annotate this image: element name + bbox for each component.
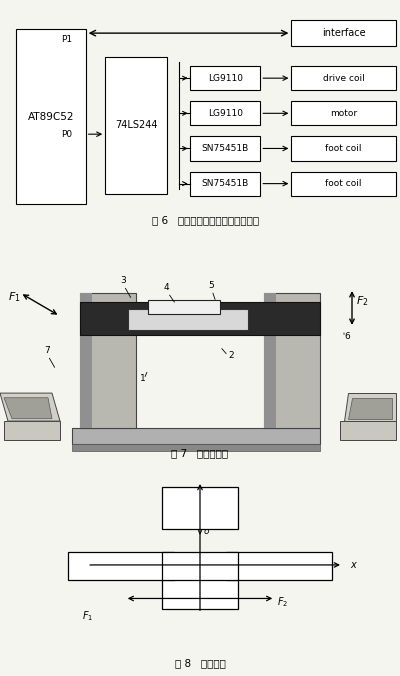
Text: x: x bbox=[350, 560, 356, 570]
Bar bbox=[264, 293, 320, 428]
Bar bbox=[162, 567, 238, 609]
Text: 1: 1 bbox=[140, 375, 146, 383]
Bar bbox=[190, 172, 260, 196]
Text: motor: motor bbox=[330, 109, 357, 118]
Text: 图 8   坐标示意: 图 8 坐标示意 bbox=[174, 658, 226, 669]
Polygon shape bbox=[0, 393, 60, 421]
Polygon shape bbox=[344, 393, 396, 421]
Bar bbox=[4, 421, 60, 440]
Bar bbox=[72, 444, 320, 452]
Polygon shape bbox=[348, 397, 392, 418]
Bar bbox=[80, 293, 136, 428]
Bar bbox=[80, 293, 92, 428]
Text: LG9110: LG9110 bbox=[208, 74, 243, 82]
Text: 图 6   产生驱动控制信号的系统框图: 图 6 产生驱动控制信号的系统框图 bbox=[152, 215, 260, 225]
Text: 图 7   测力计装置: 图 7 测力计装置 bbox=[172, 448, 228, 458]
Text: 6: 6 bbox=[344, 333, 350, 341]
Bar bbox=[291, 137, 396, 160]
Text: SN75451B: SN75451B bbox=[202, 179, 249, 188]
Text: o: o bbox=[204, 527, 209, 536]
Text: $F_2$: $F_2$ bbox=[277, 595, 288, 608]
Bar bbox=[128, 309, 248, 330]
Bar bbox=[264, 293, 276, 428]
Text: SN75451B: SN75451B bbox=[202, 144, 249, 153]
Bar bbox=[190, 137, 260, 160]
Bar bbox=[291, 172, 396, 196]
Bar bbox=[80, 302, 320, 335]
Bar bbox=[340, 421, 396, 440]
Text: $F_1$: $F_1$ bbox=[82, 610, 93, 623]
Text: 2: 2 bbox=[228, 351, 234, 360]
Bar bbox=[226, 552, 332, 579]
Text: $F_1$: $F_1$ bbox=[8, 290, 21, 304]
Bar bbox=[105, 57, 167, 193]
Polygon shape bbox=[4, 397, 52, 418]
Text: foot coil: foot coil bbox=[326, 179, 362, 188]
Text: foot coil: foot coil bbox=[326, 144, 362, 153]
Text: P1: P1 bbox=[61, 35, 72, 44]
Text: 3: 3 bbox=[120, 276, 126, 285]
Bar bbox=[190, 66, 260, 90]
Text: AT89C52: AT89C52 bbox=[28, 112, 74, 122]
Bar bbox=[68, 552, 174, 579]
Bar bbox=[190, 101, 260, 126]
Bar bbox=[291, 66, 396, 90]
Bar bbox=[162, 552, 238, 579]
Text: drive coil: drive coil bbox=[323, 74, 365, 82]
Text: 7: 7 bbox=[44, 346, 50, 356]
Bar bbox=[72, 428, 320, 444]
Bar bbox=[291, 20, 396, 47]
Text: 5: 5 bbox=[208, 281, 214, 290]
Bar bbox=[16, 29, 86, 204]
Bar bbox=[162, 487, 238, 529]
Text: interface: interface bbox=[322, 28, 366, 38]
Text: 4: 4 bbox=[164, 283, 170, 293]
Bar bbox=[148, 300, 220, 314]
Text: P0: P0 bbox=[61, 130, 72, 139]
Text: 74LS244: 74LS244 bbox=[115, 120, 158, 130]
Bar bbox=[291, 101, 396, 126]
Text: LG9110: LG9110 bbox=[208, 109, 243, 118]
Text: $F_2$: $F_2$ bbox=[356, 295, 368, 308]
